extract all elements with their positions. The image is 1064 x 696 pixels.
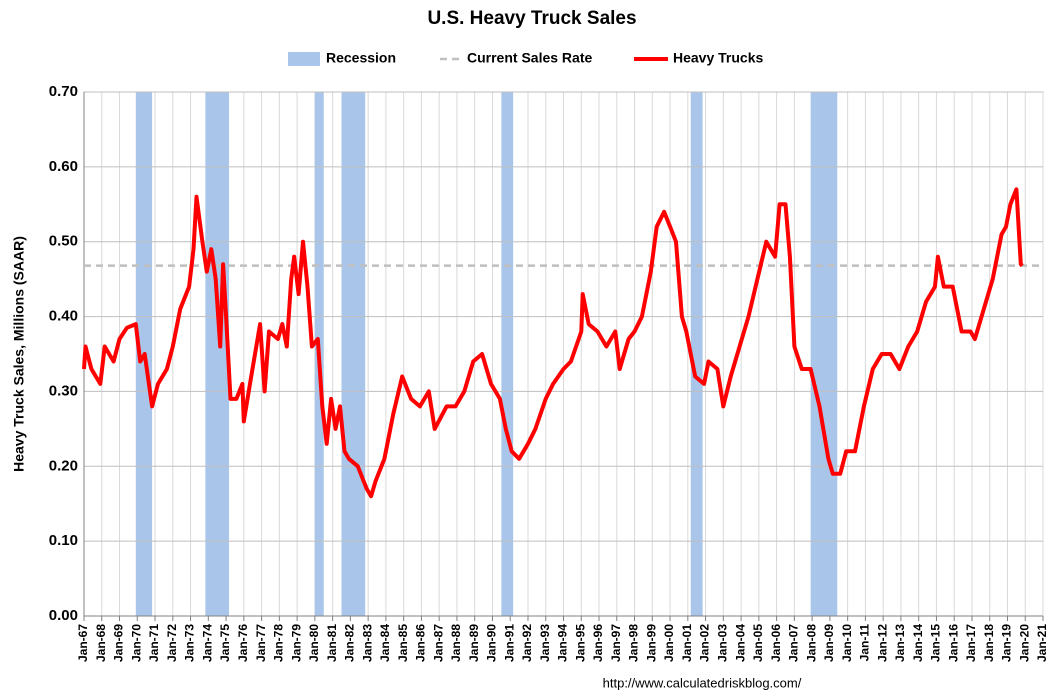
x-tick-label: Jan-07 xyxy=(787,624,801,662)
legend-label: Heavy Trucks xyxy=(673,50,763,66)
x-tick-label: Jan-71 xyxy=(147,624,161,662)
x-tick-label: Jan-15 xyxy=(929,624,943,662)
x-tick-label: Jan-68 xyxy=(94,624,108,662)
x-tick-label: Jan-75 xyxy=(218,624,232,662)
x-tick-label: Jan-78 xyxy=(272,624,286,662)
x-tick-label: Jan-83 xyxy=(360,624,374,662)
x-tick-label: Jan-21 xyxy=(1035,624,1049,662)
y-tick-label: 0.40 xyxy=(49,308,78,325)
y-tick-label: 0.20 xyxy=(49,457,78,474)
y-tick-label: 0.70 xyxy=(49,83,78,100)
x-tick-label: Jan-67 xyxy=(76,624,90,662)
chart-title: U.S. Heavy Truck Sales xyxy=(427,8,636,29)
x-tick-label: Jan-03 xyxy=(716,624,730,662)
x-tick-label: Jan-20 xyxy=(1017,624,1031,662)
x-tick-label: Jan-98 xyxy=(627,624,641,662)
x-tick-label: Jan-94 xyxy=(556,624,570,662)
x-tick-label: Jan-18 xyxy=(982,624,996,662)
x-tick-label: Jan-93 xyxy=(538,624,552,662)
x-tick-label: Jan-79 xyxy=(289,624,303,662)
x-tick-label: Jan-16 xyxy=(946,624,960,662)
x-tick-label: Jan-96 xyxy=(591,624,605,662)
x-tick-label: Jan-04 xyxy=(733,624,747,662)
x-tick-label: Jan-05 xyxy=(751,624,765,662)
recession-band xyxy=(690,92,703,616)
x-tick-label: Jan-89 xyxy=(467,624,481,662)
x-tick-label: Jan-80 xyxy=(307,624,321,662)
x-tick-label: Jan-92 xyxy=(520,624,534,662)
x-tick-label: Jan-88 xyxy=(449,624,463,662)
x-tick-label: Jan-87 xyxy=(431,624,445,662)
x-tick-label: Jan-99 xyxy=(644,624,658,662)
y-tick-label: 0.50 xyxy=(49,233,78,250)
legend-label: Recession xyxy=(326,50,396,66)
x-tick-label: Jan-01 xyxy=(680,624,694,662)
x-tick-label: Jan-11 xyxy=(858,624,872,662)
x-tick-label: Jan-70 xyxy=(129,624,143,662)
x-tick-label: Jan-82 xyxy=(343,624,357,662)
x-tick-label: Jan-14 xyxy=(911,624,925,662)
x-tick-label: Jan-91 xyxy=(502,624,516,662)
x-tick-label: Jan-74 xyxy=(200,624,214,662)
x-tick-label: Jan-00 xyxy=(662,624,676,662)
recession-band xyxy=(501,92,514,616)
x-tick-label: Jan-72 xyxy=(165,624,179,662)
y-tick-label: 0.00 xyxy=(49,607,78,624)
x-tick-label: Jan-84 xyxy=(378,624,392,662)
x-tick-label: Jan-69 xyxy=(112,624,126,662)
x-tick-label: Jan-08 xyxy=(804,624,818,662)
x-tick-label: Jan-09 xyxy=(822,624,836,662)
recession-band xyxy=(810,92,838,616)
x-tick-label: Jan-85 xyxy=(396,624,410,662)
x-tick-label: Jan-81 xyxy=(325,624,339,662)
x-tick-label: Jan-17 xyxy=(964,624,978,662)
source: http://www.calculatedriskblog.com/ xyxy=(603,675,802,690)
x-tick-label: Jan-06 xyxy=(769,624,783,662)
y-tick-label: 0.10 xyxy=(49,532,78,549)
x-tick-label: Jan-76 xyxy=(236,624,250,662)
x-tick-label: Jan-10 xyxy=(840,624,854,662)
y-axis-label: Heavy Truck Sales, Millions (SAAR) xyxy=(11,236,27,472)
legend-label: Current Sales Rate xyxy=(467,50,592,66)
x-tick-label: Jan-90 xyxy=(485,624,499,662)
x-tick-label: Jan-12 xyxy=(875,624,889,662)
recession-band xyxy=(341,92,366,616)
x-tick-label: Jan-95 xyxy=(573,624,587,662)
x-tick-label: Jan-86 xyxy=(414,624,428,662)
x-tick-label: Jan-19 xyxy=(1000,624,1014,662)
x-tick-label: Jan-97 xyxy=(609,624,623,662)
y-tick-label: 0.60 xyxy=(49,158,78,175)
recession-band xyxy=(205,92,230,616)
x-tick-label: Jan-13 xyxy=(893,624,907,662)
x-tick-label: Jan-77 xyxy=(254,624,268,662)
x-tick-label: Jan-73 xyxy=(183,624,197,662)
legend-swatch xyxy=(288,52,320,66)
y-tick-label: 0.30 xyxy=(49,382,78,399)
x-tick-label: Jan-02 xyxy=(698,624,712,662)
data-line xyxy=(82,187,1024,499)
